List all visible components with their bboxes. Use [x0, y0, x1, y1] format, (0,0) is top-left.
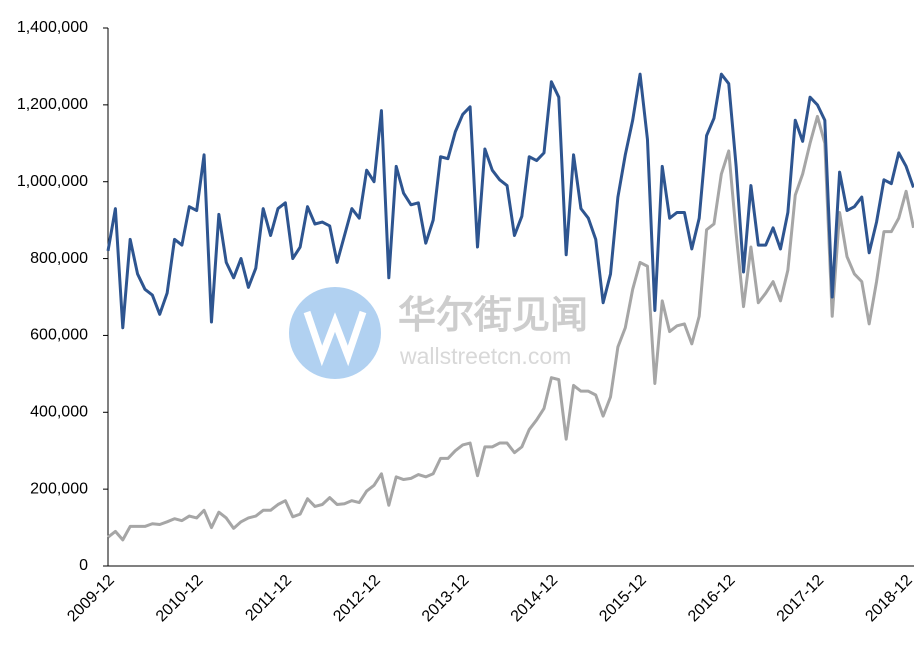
watermark-url: wallstreetcn.com [399, 343, 571, 369]
series-line [107, 114, 914, 542]
y-tick-label: 1,200,000 [17, 96, 88, 113]
watermark: 华尔街见闻 wallstreetcn.com [289, 287, 588, 379]
x-tick-label: 2014-12 [508, 572, 562, 626]
series-line [106, 72, 914, 330]
y-tick-label: 400,000 [30, 404, 88, 421]
x-tick-label: 2012-12 [330, 572, 384, 626]
x-tick-label: 2018-12 [862, 572, 914, 626]
y-tick-label: 1,000,000 [17, 173, 88, 190]
x-tick-label: 2010-12 [153, 572, 207, 626]
y-tick-label: 0 [79, 557, 88, 574]
x-tick-label: 2015-12 [596, 572, 650, 626]
x-tick-label: 2011-12 [242, 572, 295, 625]
y-tick-label: 200,000 [30, 480, 88, 497]
y-tick-label: 1,400,000 [17, 19, 88, 36]
y-tick-label: 800,000 [30, 250, 88, 267]
watermark-logo-w [303, 310, 367, 367]
x-tick-label: 2016-12 [685, 572, 739, 626]
watermark-logo [289, 287, 381, 379]
x-tick-label: 2013-12 [419, 572, 473, 626]
y-tick-label: 600,000 [30, 327, 88, 344]
x-tick-label: 2009-12 [64, 572, 118, 626]
x-tick-label: 2017-12 [774, 572, 828, 626]
watermark-name: 华尔街见闻 [398, 295, 588, 337]
